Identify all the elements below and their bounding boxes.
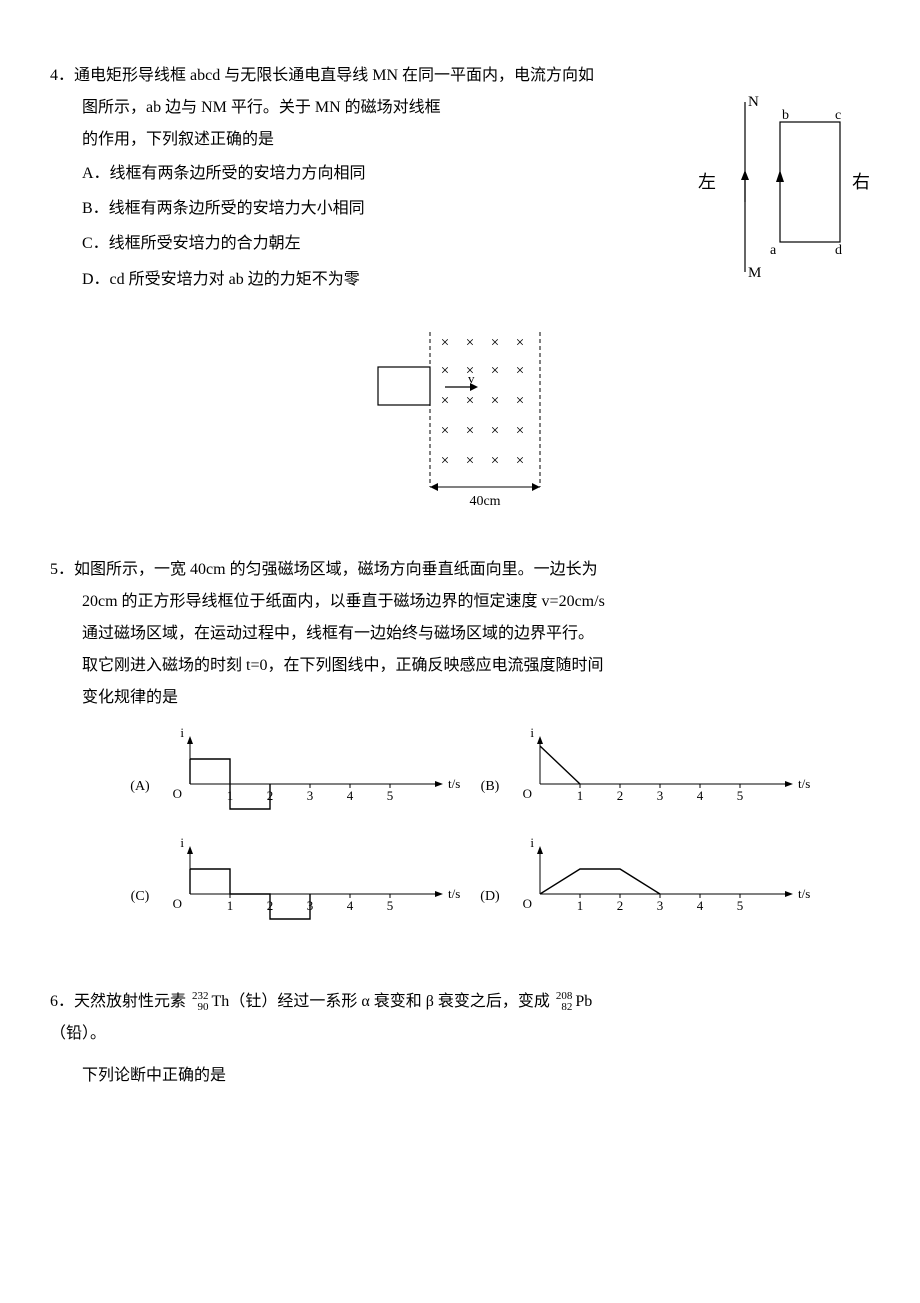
svg-text:×: × bbox=[491, 363, 499, 379]
svg-text:1: 1 bbox=[227, 898, 234, 913]
svg-text:t/s: t/s bbox=[798, 776, 810, 791]
svg-text:O: O bbox=[523, 786, 532, 801]
svg-text:×: × bbox=[516, 393, 524, 409]
v-label: v bbox=[468, 371, 475, 386]
svg-text:×: × bbox=[516, 335, 524, 351]
svg-text:5: 5 bbox=[387, 898, 394, 913]
svg-text:×: × bbox=[441, 453, 449, 469]
label-b: b bbox=[782, 108, 789, 123]
svg-text:2: 2 bbox=[617, 788, 624, 803]
svg-text:(D): (D) bbox=[480, 889, 500, 904]
svg-text:4: 4 bbox=[347, 788, 354, 803]
svg-text:×: × bbox=[491, 423, 499, 439]
svg-text:1: 1 bbox=[577, 788, 584, 803]
question-4: 4．通电矩形导线框 abcd 与无限长通电直导线 MN 在同一平面内，电流方向如 bbox=[50, 60, 870, 297]
svg-text:4: 4 bbox=[697, 898, 704, 913]
pb-atomic: 82 bbox=[556, 1002, 573, 1013]
svg-text:×: × bbox=[516, 423, 524, 439]
q5-stem-2: 20cm 的正方形导线框位于纸面内，以垂直于磁场边界的恒定速度 v=20cm/s bbox=[50, 586, 870, 618]
question-6: 6．天然放射性元素 23290Th（钍）经过一系形 α 衰变和 β 衰变之后，变… bbox=[50, 986, 870, 1092]
q5-stem-5: 变化规律的是 bbox=[50, 682, 870, 714]
svg-text:(C): (C) bbox=[131, 889, 150, 904]
svg-text:i: i bbox=[530, 725, 534, 740]
svg-text:t/s: t/s bbox=[798, 886, 810, 901]
pb-symbol: Pb bbox=[575, 986, 592, 1018]
svg-text:O: O bbox=[173, 896, 182, 911]
q4-number: 4． bbox=[50, 67, 74, 84]
q5-stem-1: 如图所示，一宽 40cm 的匀强磁场区域，磁场方向垂直纸面向里。一边长为 bbox=[74, 561, 598, 578]
svg-text:O: O bbox=[523, 896, 532, 911]
q4-svg: N M b c a d 左 右 bbox=[670, 92, 870, 282]
q6-line1: 6．天然放射性元素 23290Th（钍）经过一系形 α 衰变和 β 衰变之后，变… bbox=[50, 986, 870, 1018]
svg-text:i: i bbox=[530, 835, 534, 850]
th-atomic: 90 bbox=[192, 1002, 209, 1013]
width-label: 40cm bbox=[469, 494, 500, 509]
q5-setup-svg: ×××× ×××× ×××× ×××× ×××× v 40cm bbox=[350, 327, 570, 512]
svg-text:2: 2 bbox=[617, 898, 624, 913]
svg-text:4: 4 bbox=[697, 788, 704, 803]
svg-text:×: × bbox=[491, 393, 499, 409]
label-c: c bbox=[835, 108, 841, 123]
svg-text:5: 5 bbox=[737, 788, 744, 803]
svg-text:O: O bbox=[173, 786, 182, 801]
svg-text:1: 1 bbox=[577, 898, 584, 913]
q6-stem-pre: 天然放射性元素 bbox=[74, 993, 190, 1010]
svg-text:t/s: t/s bbox=[448, 886, 460, 901]
q5-graphs: i t/s O 1 2 3 4 5 (A) i t/s O bbox=[50, 724, 870, 956]
label-d: d bbox=[835, 243, 842, 258]
svg-text:×: × bbox=[491, 335, 499, 351]
q5-stem-3: 通过磁场区域，在运动过程中，线框有一边始终与磁场区域的边界平行。 bbox=[50, 618, 870, 650]
svg-text:3: 3 bbox=[657, 788, 664, 803]
svg-text:×: × bbox=[441, 423, 449, 439]
label-a: a bbox=[770, 243, 777, 258]
q4-stem-1: 通电矩形导线框 abcd 与无限长通电直导线 MN 在同一平面内，电流方向如 bbox=[74, 67, 594, 84]
q5-setup-figure: ×××× ×××× ×××× ×××× ×××× v 40cm bbox=[50, 327, 870, 524]
svg-text:×: × bbox=[466, 393, 474, 409]
label-M: M bbox=[748, 265, 761, 281]
svg-text:(A): (A) bbox=[130, 779, 150, 794]
label-N: N bbox=[748, 94, 759, 110]
svg-text:t/s: t/s bbox=[448, 776, 460, 791]
label-right: 右 bbox=[852, 172, 870, 192]
nuclide-pb: 20882Pb bbox=[554, 986, 592, 1018]
q5-stem-4: 取它刚进入磁场的时刻 t=0，在下列图线中，正确反映感应电流强度随时间 bbox=[50, 650, 870, 682]
svg-text:×: × bbox=[466, 423, 474, 439]
q5-number: 5． bbox=[50, 561, 74, 578]
svg-text:5: 5 bbox=[387, 788, 394, 803]
svg-text:×: × bbox=[516, 363, 524, 379]
svg-text:×: × bbox=[466, 335, 474, 351]
q4-figure: N M b c a d 左 右 bbox=[670, 92, 870, 294]
svg-text:×: × bbox=[441, 335, 449, 351]
q5-graphs-svg: i t/s O 1 2 3 4 5 (A) i t/s O bbox=[100, 724, 820, 944]
th-symbol: Th bbox=[212, 986, 230, 1018]
q6-stem-tail: （铅）。 bbox=[50, 1018, 870, 1050]
q6-stem-mid: （钍）经过一系形 α 衰变和 β 衰变之后，变成 bbox=[229, 993, 554, 1010]
svg-text:5: 5 bbox=[737, 898, 744, 913]
nuclide-th: 23290Th bbox=[190, 986, 229, 1018]
svg-text:i: i bbox=[180, 835, 184, 850]
svg-text:3: 3 bbox=[657, 898, 664, 913]
svg-text:4: 4 bbox=[347, 898, 354, 913]
question-5: 5．如图所示，一宽 40cm 的匀强磁场区域，磁场方向垂直纸面向里。一边长为 2… bbox=[50, 554, 870, 956]
svg-text:×: × bbox=[441, 363, 449, 379]
svg-text:×: × bbox=[516, 453, 524, 469]
svg-text:(B): (B) bbox=[481, 779, 500, 794]
svg-text:i: i bbox=[180, 725, 184, 740]
q6-number: 6． bbox=[50, 993, 74, 1010]
svg-text:×: × bbox=[441, 393, 449, 409]
label-left: 左 bbox=[698, 172, 716, 192]
q6-stem-2: 下列论断中正确的是 bbox=[50, 1060, 870, 1092]
q5-line1: 5．如图所示，一宽 40cm 的匀强磁场区域，磁场方向垂直纸面向里。一边长为 bbox=[50, 554, 870, 586]
svg-text:×: × bbox=[466, 453, 474, 469]
svg-text:3: 3 bbox=[307, 788, 314, 803]
svg-text:×: × bbox=[491, 453, 499, 469]
q4-line1: 4．通电矩形导线框 abcd 与无限长通电直导线 MN 在同一平面内，电流方向如 bbox=[50, 60, 870, 92]
